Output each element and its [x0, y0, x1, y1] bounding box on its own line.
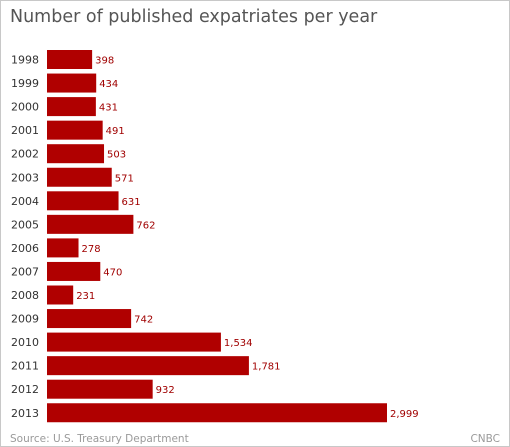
bar-2006	[47, 238, 79, 258]
value-label-2007: 470	[103, 267, 122, 278]
value-label-2006: 278	[82, 244, 101, 255]
category-label-1999: 1999	[11, 77, 39, 90]
value-label-2008: 231	[76, 291, 95, 302]
value-label-2000: 431	[99, 103, 118, 114]
bar-1999	[47, 73, 97, 93]
source-note: Source: U.S. Treasury Department	[10, 433, 189, 445]
category-label-2008: 2008	[11, 289, 39, 302]
value-label-2013: 2,999	[390, 409, 419, 420]
value-label-2002: 503	[107, 150, 126, 161]
category-label-2009: 2009	[11, 313, 39, 326]
category-label-2005: 2005	[11, 218, 39, 231]
category-label-2004: 2004	[11, 195, 39, 208]
category-label-2011: 2011	[11, 360, 39, 373]
bar-2002	[47, 144, 105, 164]
category-label-2003: 2003	[11, 171, 39, 184]
category-label-2007: 2007	[11, 265, 39, 278]
category-label-2001: 2001	[11, 124, 39, 137]
value-label-2010: 1,534	[224, 338, 253, 349]
value-label-1998: 398	[95, 56, 114, 67]
chart-title: Number of published expatriates per year	[10, 7, 378, 27]
value-label-2005: 762	[136, 220, 155, 231]
value-label-2012: 932	[156, 385, 175, 396]
bar-2010	[47, 332, 221, 352]
bar-2004	[47, 191, 119, 211]
category-label-2010: 2010	[11, 336, 39, 349]
category-label-2006: 2006	[11, 242, 39, 255]
category-label-2013: 2013	[11, 407, 39, 420]
bar-2011	[47, 356, 249, 376]
value-label-2004: 631	[122, 197, 141, 208]
value-label-2009: 742	[134, 315, 153, 326]
value-label-1999: 434	[99, 79, 118, 90]
bar-2001	[47, 120, 103, 140]
category-label-1998: 1998	[11, 54, 39, 67]
bar-2003	[47, 167, 112, 187]
bar-2013	[47, 403, 387, 423]
bar-2009	[47, 309, 132, 329]
bar-2008	[47, 285, 74, 305]
bar-2000	[47, 97, 96, 117]
category-label-2002: 2002	[11, 148, 39, 161]
brand-label: CNBC	[470, 433, 500, 445]
bar-2007	[47, 261, 101, 281]
bar-1998	[47, 50, 93, 69]
bar-2012	[47, 379, 153, 399]
value-label-2003: 571	[115, 173, 134, 184]
category-label-2000: 2000	[11, 101, 39, 114]
value-label-2011: 1,781	[252, 362, 281, 373]
value-label-2001: 491	[106, 126, 125, 137]
category-label-2012: 2012	[11, 383, 39, 396]
bar-2005	[47, 214, 134, 234]
